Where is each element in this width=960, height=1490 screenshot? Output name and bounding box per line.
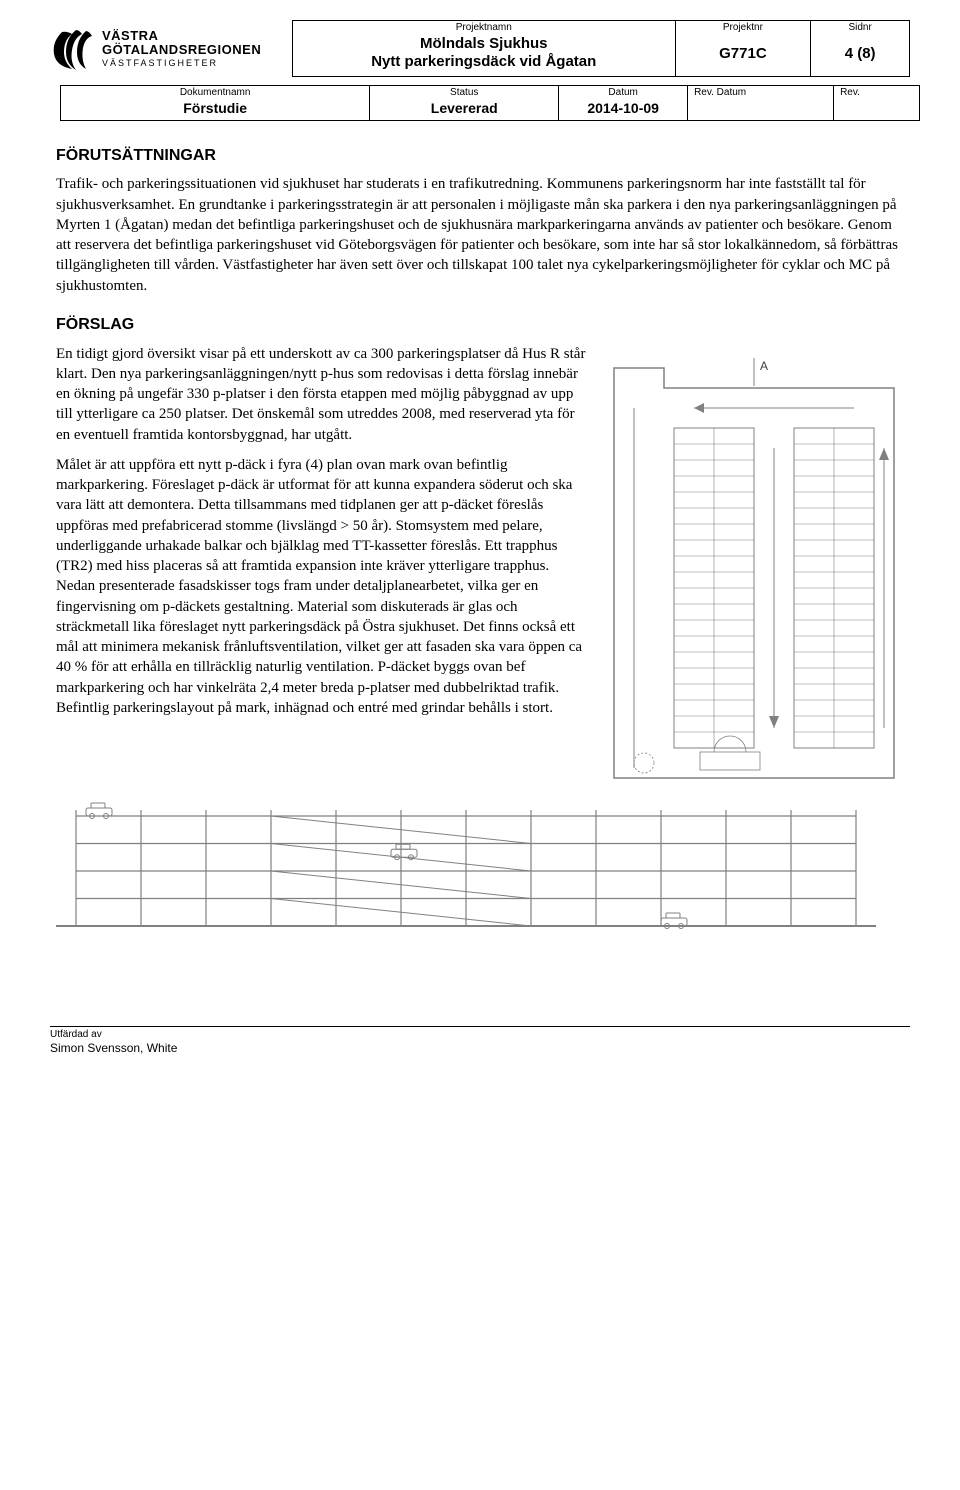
- status-value: Levererad: [376, 98, 552, 118]
- dokumentnamn-label: Dokumentnamn: [67, 87, 363, 98]
- document-content: FÖRUTSÄTTNINGAR Trafik- och parkeringssi…: [50, 145, 910, 946]
- datum-label: Datum: [565, 87, 681, 98]
- revdatum-value: [694, 98, 827, 99]
- dokumentnamn-value: Förstudie: [67, 98, 363, 118]
- datum-value: 2014-10-09: [565, 98, 681, 118]
- logo-line2: GÖTALANDSREGIONEN: [102, 42, 261, 57]
- rev-value: [840, 98, 913, 99]
- figure-elevation: [56, 796, 904, 946]
- rev-label: Rev.: [840, 87, 913, 98]
- projektnamn-label: Projektnamn: [299, 22, 669, 33]
- sidnr-value: 4 (8): [817, 33, 903, 65]
- section-forutsattningar-title: FÖRUTSÄTTNINGAR: [56, 145, 904, 167]
- header-info-table: Projektnamn Mölndals Sjukhus Nytt parker…: [292, 20, 910, 77]
- section-forslag-title: FÖRSLAG: [56, 314, 904, 336]
- projektnr-label: Projektnr: [682, 22, 805, 33]
- projektnr-value: G771C: [682, 33, 805, 65]
- page-header: VÄSTRA GÖTALANDSREGIONEN VÄSTFASTIGHETER…: [50, 20, 910, 79]
- logo-line3: VÄSTFASTIGHETER: [102, 58, 218, 68]
- utfardad-av-value: Simon Svensson, White: [50, 1040, 910, 1056]
- svg-text:A: A: [760, 359, 768, 373]
- utfardad-av-label: Utfärdad av: [50, 1029, 910, 1040]
- org-logo: VÄSTRA GÖTALANDSREGIONEN VÄSTFASTIGHETER: [50, 20, 280, 79]
- sidnr-label: Sidnr: [817, 22, 903, 33]
- section-forutsattningar-body: Trafik- och parkeringssituationen vid sj…: [56, 174, 904, 296]
- subheader-info-table: Dokumentnamn Förstudie Status Levererad …: [60, 85, 920, 121]
- projektnamn-line2: Nytt parkeringsdäck vid Ågatan: [299, 51, 669, 73]
- figure-plan-view: A: [604, 348, 904, 788]
- page-footer: Utfärdad av Simon Svensson, White: [50, 1026, 910, 1056]
- status-label: Status: [376, 87, 552, 98]
- logo-line1: VÄSTRA: [102, 28, 159, 43]
- revdatum-label: Rev. Datum: [694, 87, 827, 98]
